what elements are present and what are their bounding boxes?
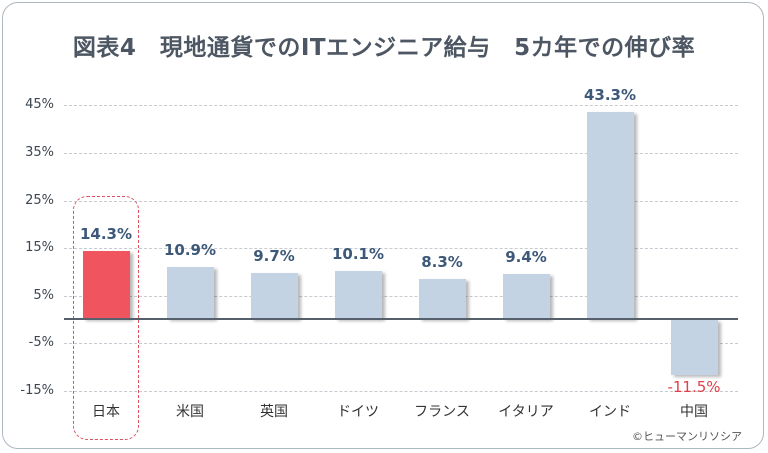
bar-value-label: 14.3% bbox=[79, 224, 133, 243]
copyright-credit: ©ヒューマンリソシア bbox=[632, 430, 742, 443]
bar-3 bbox=[334, 270, 382, 319]
bar-2 bbox=[250, 272, 298, 319]
bar-7 bbox=[670, 320, 718, 375]
bar-0 bbox=[82, 250, 130, 319]
y-tick-label: 35% bbox=[25, 145, 54, 160]
x-axis-line bbox=[64, 318, 738, 320]
gridline-45 bbox=[64, 105, 738, 106]
bar-5 bbox=[502, 274, 550, 319]
y-tick-label: -5% bbox=[28, 335, 54, 350]
bar-4 bbox=[418, 279, 466, 319]
gridline-5 bbox=[64, 296, 738, 297]
bar-1 bbox=[166, 267, 214, 319]
bar-value-label: 8.3% bbox=[421, 253, 463, 272]
y-tick-label: 5% bbox=[33, 288, 54, 303]
bar-6 bbox=[586, 112, 634, 319]
bar-value-label: 43.3% bbox=[583, 86, 637, 105]
bar-value-label: -11.5% bbox=[667, 377, 721, 396]
x-category-label: ドイツ bbox=[337, 404, 379, 420]
gridline-25 bbox=[64, 201, 738, 202]
x-category-label: 中国 bbox=[680, 404, 708, 420]
y-tick-label: 15% bbox=[25, 240, 54, 255]
gridline-neg15 bbox=[64, 391, 738, 392]
bar-value-label: 10.1% bbox=[331, 244, 385, 263]
bar-value-label: 9.7% bbox=[253, 246, 295, 265]
x-category-label: 日本 bbox=[92, 404, 120, 420]
bar-value-label: 9.4% bbox=[505, 248, 547, 267]
x-category-label: インド bbox=[589, 404, 631, 420]
x-category-label: フランス bbox=[414, 404, 470, 420]
chart-title: 図表4 現地通貨でのITエンジニア給与 5カ年での伸び率 bbox=[72, 35, 696, 61]
y-tick-label: 45% bbox=[25, 97, 54, 112]
x-category-label: 米国 bbox=[176, 404, 204, 420]
bar-value-label: 10.9% bbox=[163, 241, 217, 259]
gridline-15 bbox=[64, 248, 738, 249]
y-tick-label: -15% bbox=[20, 383, 54, 398]
y-tick-label: 25% bbox=[25, 193, 54, 208]
x-category-label: イタリア bbox=[498, 404, 554, 420]
x-category-label: 英国 bbox=[260, 404, 288, 420]
gridline-neg5 bbox=[64, 343, 738, 344]
chart-frame bbox=[2, 2, 764, 449]
gridline-35 bbox=[64, 153, 738, 154]
